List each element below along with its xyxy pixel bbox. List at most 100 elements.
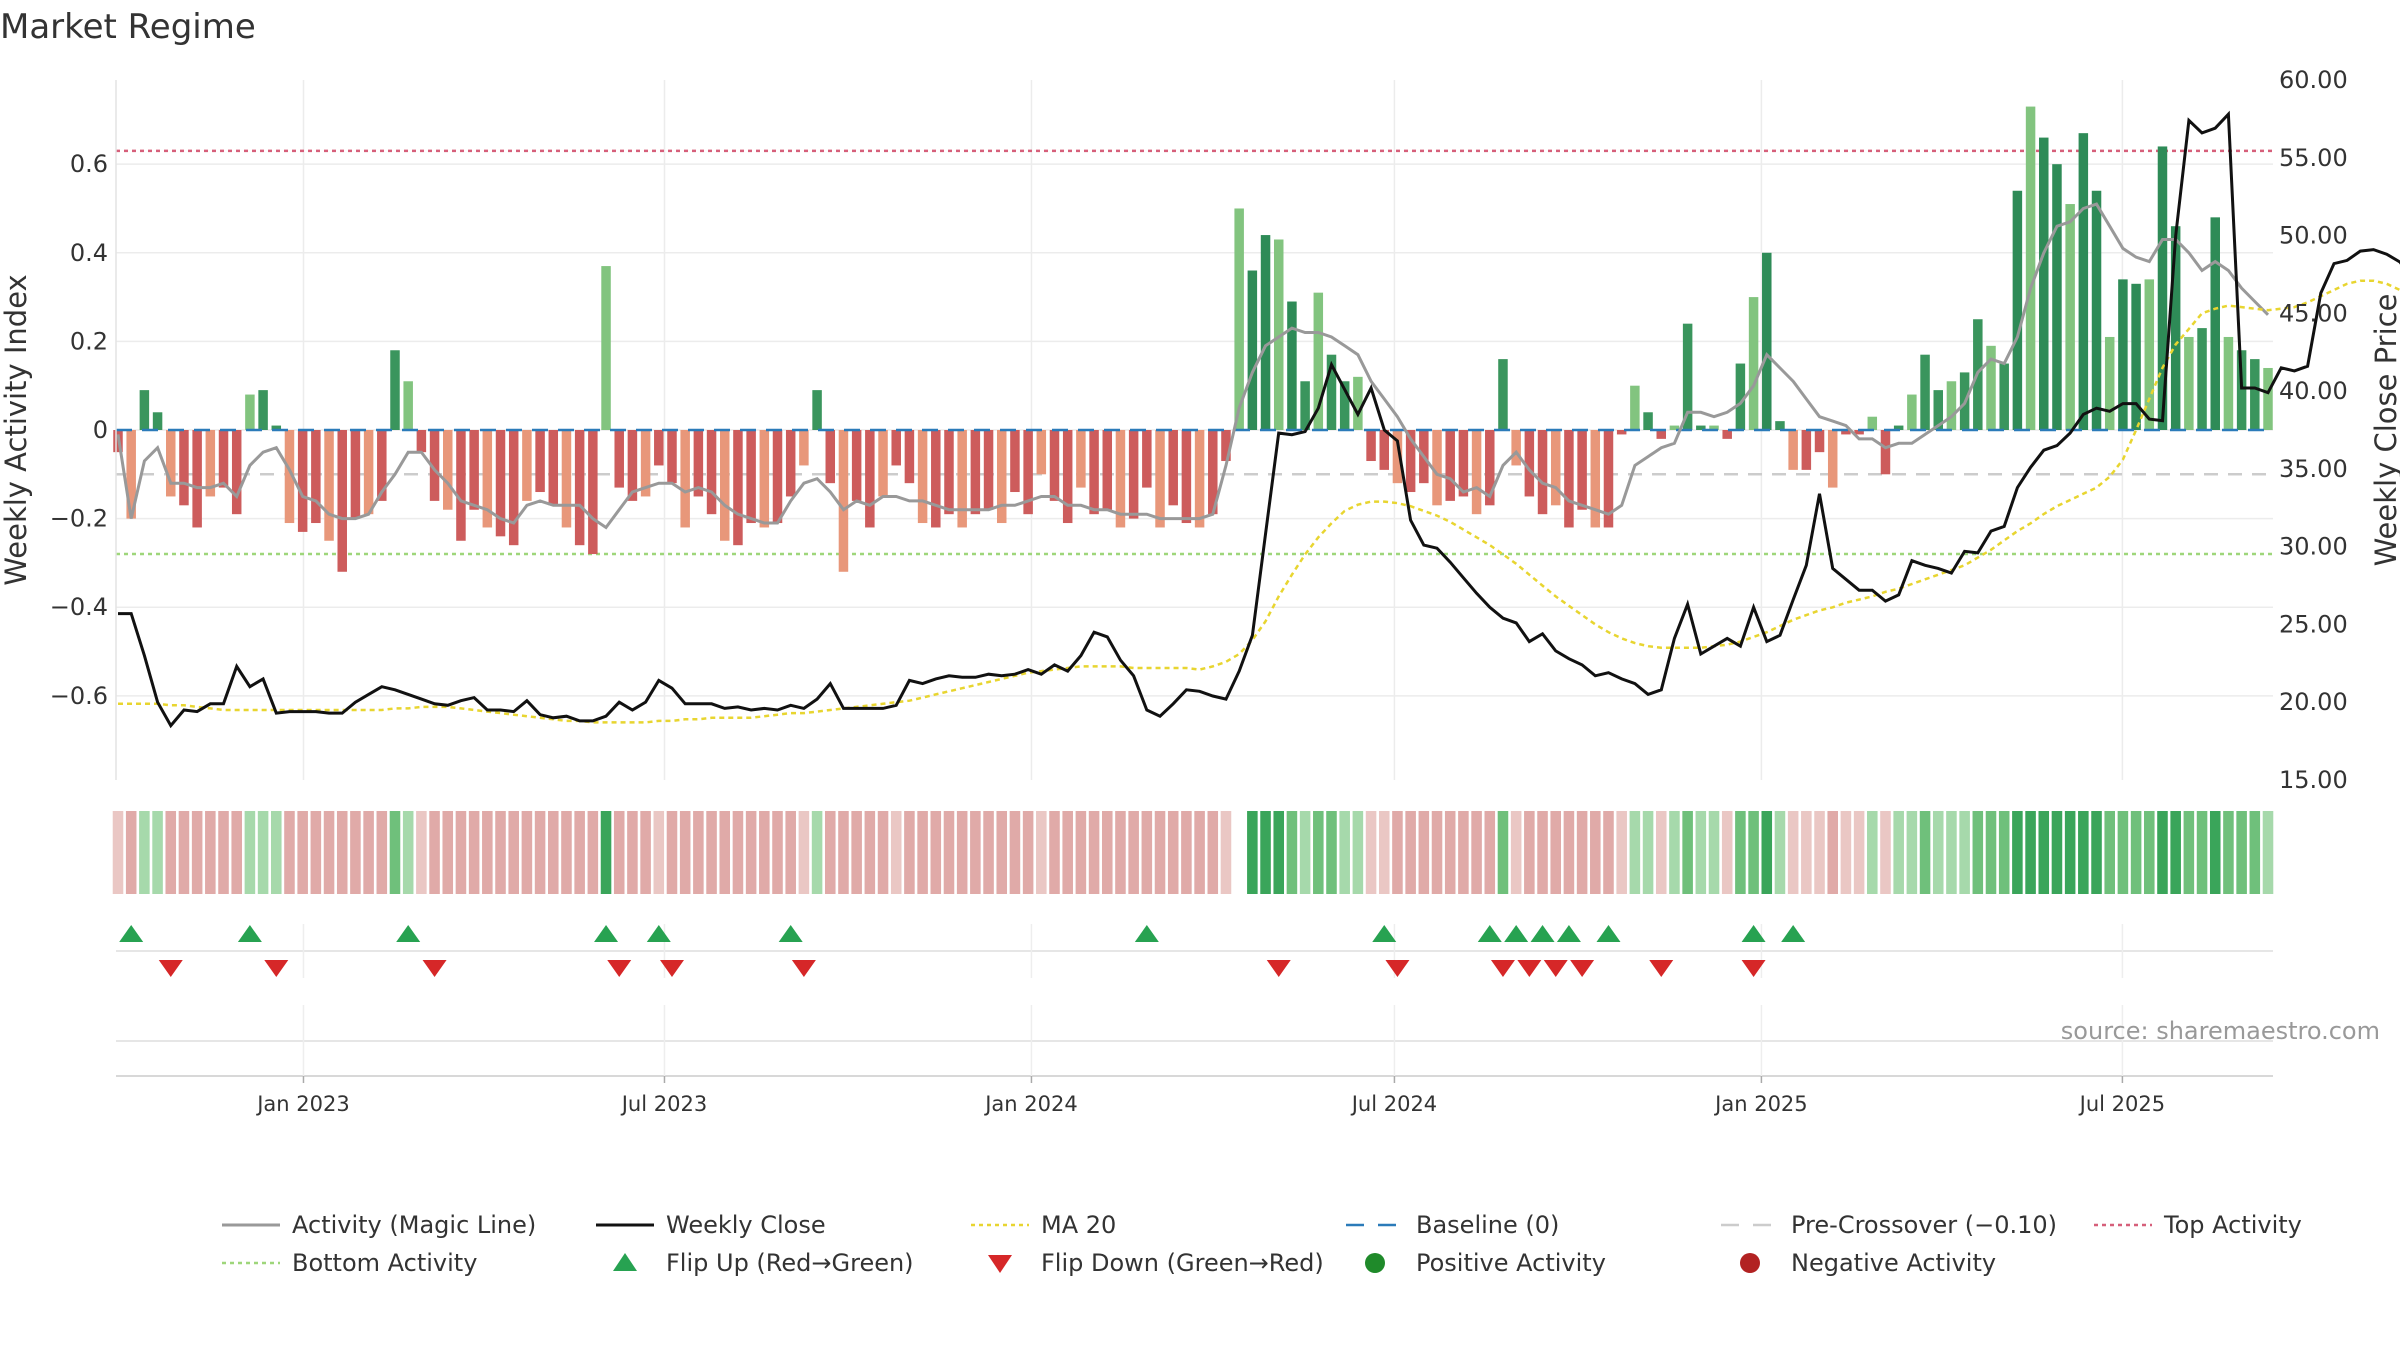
activity-bar (245, 394, 255, 430)
flip-down-marker (1543, 960, 1568, 977)
flip-down-marker (607, 960, 632, 977)
flip-down-marker (1570, 960, 1595, 977)
flip-down-marker (1385, 960, 1410, 977)
regime-cell (455, 811, 467, 894)
activity-bar (1986, 345, 1996, 430)
regime-cell (271, 811, 282, 894)
regime-cell (732, 811, 744, 894)
x-tick-label: Jan 2024 (983, 1092, 1078, 1116)
activity-bar (720, 430, 730, 541)
activity-bar (2118, 279, 2128, 430)
regime-cell (759, 811, 770, 894)
regime-cell (640, 811, 651, 894)
regime-cell (1893, 811, 1904, 894)
activity-bar (2236, 350, 2247, 430)
activity-bar (1089, 430, 1099, 515)
legend-item: Flip Down (Green→Red) (988, 1249, 1324, 1277)
left-tick-label: 0.6 (70, 150, 108, 178)
flip-up-marker (396, 925, 421, 942)
activity-bar (2184, 336, 2194, 430)
activity-bar (1023, 430, 1033, 515)
activity-bar (2012, 190, 2023, 430)
activity-bar (443, 430, 453, 510)
legend-label: Negative Activity (1791, 1249, 1996, 1277)
regime-cell (402, 811, 414, 894)
regime-cell (917, 811, 928, 894)
activity-bar (1234, 208, 1244, 430)
activity-bar (983, 430, 994, 510)
regime-cell (1036, 811, 1047, 894)
activity-bar (627, 430, 638, 501)
activity-bar (878, 430, 888, 497)
regime-cell (2144, 811, 2155, 894)
activity-bar (1010, 430, 1020, 493)
regime-cell (1708, 811, 1720, 894)
regime-cell (165, 811, 177, 894)
activity-bar (1471, 430, 1482, 515)
left-tick-label: 0 (93, 416, 108, 444)
regime-cell (1286, 811, 1298, 894)
activity-bar (2144, 279, 2155, 430)
regime-cell (2130, 811, 2142, 894)
activity-bar (1827, 430, 1838, 488)
activity-bar (1313, 292, 1324, 430)
activity-bar (271, 425, 282, 430)
legend-item: Pre-Crossover (−0.10) (1721, 1211, 2057, 1239)
activity-bar (469, 430, 479, 510)
flip-up-marker (1134, 925, 1159, 942)
series-lines (116, 110, 2400, 729)
legend-swatch-triangle-up (613, 1253, 637, 1271)
activity-bar (1933, 390, 1943, 430)
activity-bar (1379, 430, 1390, 470)
legend-label: Top Activity (2163, 1211, 2302, 1239)
regime-cell (1128, 811, 1139, 894)
regime-cell (1207, 811, 1219, 894)
legend-item: Negative Activity (1740, 1249, 1996, 1277)
regime-cell (1299, 811, 1311, 894)
activity-bar (799, 430, 809, 466)
regime-cell (2196, 811, 2208, 894)
flip-up-marker (1504, 925, 1529, 942)
regime-cell (1167, 811, 1179, 894)
regime-cell (521, 811, 533, 894)
regime-cell (1497, 811, 1509, 894)
activity-bar (746, 430, 756, 524)
regime-cell (1075, 811, 1087, 894)
activity-bar (1814, 430, 1825, 453)
activity-bar (693, 430, 704, 497)
flip-up-marker (594, 925, 619, 942)
activity-bar (1300, 381, 1310, 430)
activity-bar (350, 430, 361, 519)
flip-down-marker (1266, 960, 1291, 977)
activity-bar (574, 430, 585, 546)
activity-bar (2197, 328, 2207, 430)
regime-cell (1814, 811, 1825, 894)
activity-bar (1748, 297, 1759, 430)
regime-cell (1062, 811, 1073, 894)
activity-bar (1155, 430, 1165, 528)
regime-cell (719, 811, 731, 894)
flip-up-marker (1556, 925, 1581, 942)
regime-cell (600, 811, 612, 894)
legend-item: Activity (Magic Line) (222, 1211, 536, 1239)
source-note: source: sharemaestro.com (2061, 1017, 2380, 1045)
activity-bar (838, 430, 849, 572)
activity-bar (166, 430, 176, 497)
activity-bar (706, 430, 717, 515)
regime-cell (416, 811, 427, 894)
activity-bars (113, 106, 2273, 572)
activity-bar (1775, 421, 1785, 430)
activity-bar (944, 430, 954, 515)
activity-bar (996, 430, 1007, 524)
legend-item: Flip Up (Red→Green) (613, 1249, 914, 1277)
activity-bar (1907, 394, 1917, 430)
regime-cell (983, 811, 994, 894)
regime-cell (1088, 811, 1100, 894)
regime-cell (468, 811, 480, 894)
activity-bar (1696, 425, 1706, 430)
regime-cell (389, 811, 401, 894)
activity-bar (495, 430, 506, 537)
activity-bar (1221, 430, 1231, 462)
activity-bar (324, 430, 334, 541)
regime-cell (152, 811, 163, 894)
